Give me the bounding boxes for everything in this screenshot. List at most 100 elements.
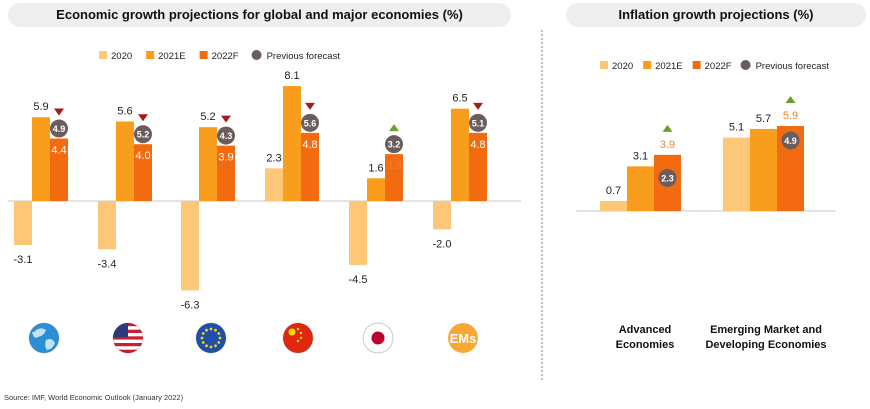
growth-ems-previous-marker <box>469 113 487 132</box>
japan-flag-icon <box>362 322 394 354</box>
china-flag-icon <box>282 322 314 354</box>
growth-bar-china-s2021 <box>283 85 301 201</box>
growth-value-ems-s2021: 6.5 <box>452 93 467 105</box>
us-flag-icon <box>112 322 144 354</box>
growth-legend-swatch-s2022 <box>199 51 208 59</box>
growth-value-us-s2022: 4.0 <box>135 150 150 162</box>
inflation-emerging-previous-value: 4.9 <box>784 136 797 146</box>
growth-us-previous-value: 5.2 <box>137 130 150 140</box>
growth-bar-japan-s2021 <box>367 178 385 201</box>
growth-value-euro-area-s2022: 3.9 <box>218 152 233 164</box>
inflation-value-emerging-s2021: 5.7 <box>756 113 771 125</box>
us-stripe <box>113 349 143 353</box>
inflation-legend-swatch-s2020 <box>600 61 608 69</box>
growth-us-previous-marker <box>134 125 152 144</box>
japan-flag-icon-ring <box>362 322 394 354</box>
growth-value-china-s2020: 2.3 <box>266 152 281 164</box>
growth-value-china-s2022: 4.8 <box>302 139 317 151</box>
eu-star <box>201 332 205 335</box>
growth-bar-world-s2020 <box>14 201 32 246</box>
growth-world-previous-value: 4.9 <box>53 124 66 134</box>
inflation-chart-title: Inflation growth projections (%) <box>566 3 866 27</box>
category-label-advanced: Advanced Economies <box>615 324 675 351</box>
inflation-value-emerging-s2020: 5.1 <box>729 122 744 134</box>
growth-value-japan-s2021: 1.6 <box>368 162 383 174</box>
inflation-value-advanced-s2021: 3.1 <box>633 150 648 162</box>
china-flag-icon-body <box>283 323 313 353</box>
growth-bar-ems-s2020 <box>433 201 451 230</box>
eu-flag-icon-ring <box>195 322 227 354</box>
growth-value-us-s2021: 5.6 <box>117 105 132 117</box>
eu-star <box>209 345 213 349</box>
eu-star <box>201 341 205 344</box>
inflation-legend-previous-marker <box>740 60 751 70</box>
growth-bar-euro-area-s2021 <box>199 127 217 201</box>
growth-value-ems-s2020: -2.0 <box>433 238 452 250</box>
growth-ems-revision-down-icon <box>473 102 483 110</box>
japan-flag-icon-body <box>363 323 393 353</box>
growth-chart-title: Economic growth projections for global a… <box>8 3 511 27</box>
eu-star <box>205 344 208 348</box>
eu-star <box>209 327 213 331</box>
growth-bar-world-s2021 <box>32 117 50 201</box>
globe-land-a <box>32 328 46 338</box>
growth-japan-previous-marker <box>385 135 403 154</box>
globe-land-b <box>45 339 55 350</box>
eu-star <box>217 332 221 335</box>
inflation-bar-emerging-s2020 <box>723 137 750 211</box>
growth-value-world-s2020: -3.1 <box>14 254 33 266</box>
inflation-emerging-previous-marker <box>781 131 800 150</box>
us-stripe <box>113 339 143 343</box>
inflation-advanced-revision-up-icon <box>662 124 673 132</box>
china-star-small <box>299 331 303 335</box>
category-label-emerging: Emerging Market and Developing Economies <box>705 324 827 351</box>
inflation-advanced-previous-value: 2.3 <box>661 173 674 183</box>
growth-world-previous-marker <box>50 119 68 138</box>
growth-euro-area-previous-value: 4.3 <box>220 131 233 141</box>
us-stripe <box>113 346 143 350</box>
globe-icon-ring <box>28 322 60 354</box>
chart-divider <box>541 30 543 380</box>
inflation-advanced-previous-marker <box>658 168 677 187</box>
us-flag-icon-ring <box>112 322 144 354</box>
growth-value-euro-area-s2020: -6.3 <box>181 299 200 311</box>
inflation-legend-label-s2021: 2021E <box>655 61 682 72</box>
source-note: Source: IMF, World Economic Outlook (Jan… <box>4 393 184 402</box>
eu-flag-icon <box>195 322 227 354</box>
eu-star <box>218 336 222 340</box>
growth-bar-euro-area-s2020 <box>181 201 199 291</box>
growth-euro-area-revision-down-icon <box>221 115 231 123</box>
growth-value-china-s2021: 8.1 <box>284 70 299 82</box>
inflation-legend-swatch-s2021 <box>643 61 652 69</box>
inflation-bar-advanced-s2021 <box>627 166 654 211</box>
growth-value-japan-s2022: 3.3 <box>386 160 401 172</box>
inflation-bar-emerging-s2021 <box>750 128 777 211</box>
inflation-value-emerging-s2022: 5.9 <box>783 110 798 122</box>
growth-value-ems-s2022: 4.8 <box>470 139 485 151</box>
inflation-legend-label-s2022: 2022F <box>705 61 732 72</box>
growth-legend-label-s2022: 2022F <box>212 51 239 62</box>
inflation-legend-swatch-s2022 <box>692 61 701 69</box>
growth-us-revision-down-icon <box>138 114 148 122</box>
ems-badge-label: EMs <box>450 331 477 346</box>
growth-bar-world-s2022 <box>50 138 68 201</box>
inflation-emerging-revision-up-icon <box>785 96 796 104</box>
growth-legend-swatch-s2021 <box>146 51 155 59</box>
inflation-legend-label-s2020: 2020 <box>612 61 633 72</box>
growth-bar-us-s2020 <box>98 201 116 250</box>
growth-legend-swatch-s2020 <box>99 51 107 59</box>
growth-value-japan-s2020: -4.5 <box>349 274 368 286</box>
ems-badge-icon: EMs <box>448 323 478 353</box>
growth-bar-us-s2022 <box>134 144 152 201</box>
eu-star <box>200 336 204 340</box>
china-star-small <box>296 327 300 331</box>
growth-bar-japan-s2022 <box>385 154 403 201</box>
china-flag-icon-ring <box>282 322 314 354</box>
growth-legend: 2020 2021E 2022F Previous forecast <box>99 50 340 62</box>
growth-value-euro-area-s2021: 5.2 <box>200 111 215 123</box>
growth-china-revision-down-icon <box>305 102 315 110</box>
japan-disc <box>371 331 385 345</box>
growth-china-previous-value: 5.6 <box>304 118 317 128</box>
growth-japan-previous-value: 3.2 <box>388 140 401 150</box>
growth-value-world-s2021: 5.9 <box>33 101 48 113</box>
